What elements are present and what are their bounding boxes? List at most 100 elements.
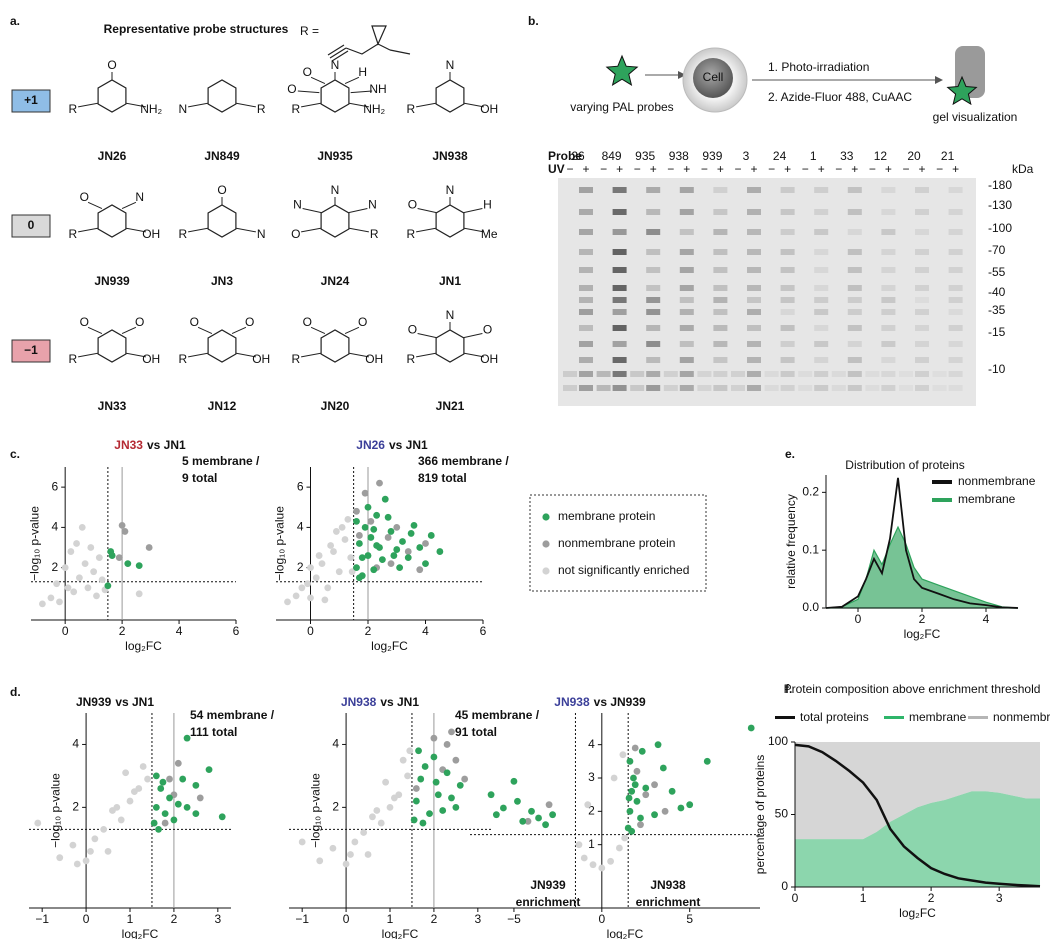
x-tick-label: 0 — [62, 624, 69, 638]
gel-band — [679, 297, 694, 303]
bond — [236, 227, 256, 233]
atom-label: N — [135, 190, 144, 204]
bond — [297, 90, 320, 94]
gel-band — [899, 371, 913, 377]
atom-label: O — [135, 315, 144, 329]
data-point — [318, 560, 326, 568]
data-point — [638, 747, 646, 755]
data-point — [399, 756, 407, 764]
atom-label: O — [287, 82, 296, 96]
compound-name: JN3 — [211, 274, 233, 288]
bond — [301, 102, 321, 108]
gel-band — [579, 309, 593, 315]
y-tick-label: 2 — [51, 560, 58, 574]
data-point — [179, 775, 187, 783]
atom-label: O — [80, 315, 89, 329]
x-tick-label: 2 — [919, 612, 926, 626]
uv-sign: + — [650, 162, 657, 176]
bond — [231, 326, 247, 335]
atom-label: N — [331, 183, 340, 197]
gel-band — [764, 385, 779, 391]
gel-band — [579, 371, 593, 377]
gel-band — [563, 385, 577, 391]
gel-band — [948, 285, 963, 291]
data-point — [126, 797, 134, 805]
kda-marker: -100 — [988, 221, 1012, 235]
charge-box — [11, 214, 51, 238]
data-point — [631, 781, 639, 789]
uv-sign: + — [918, 162, 925, 176]
y-tick-label: 0 — [781, 879, 788, 893]
atom-label: N — [446, 183, 455, 197]
kda-marker: -15 — [988, 325, 1006, 339]
y-axis-label: −log₁₀ p-value — [27, 506, 41, 581]
data-point — [393, 546, 401, 553]
gel — [558, 178, 976, 406]
area — [825, 525, 1019, 609]
data-point — [421, 763, 429, 770]
gel-label: Probe — [548, 149, 582, 163]
y-tick-label: 1 — [588, 837, 595, 851]
bond — [301, 352, 321, 358]
data-point — [157, 785, 165, 792]
data-point — [626, 807, 634, 815]
data-point — [406, 747, 414, 755]
data-point — [69, 841, 77, 849]
gel-band — [865, 385, 880, 391]
data-point — [122, 769, 130, 777]
chart-title: JN26 vs JN1 — [356, 438, 428, 452]
gel-band — [596, 371, 611, 377]
gel-band — [847, 267, 862, 273]
uv-sign: − — [869, 162, 876, 176]
x-tick-label: 2 — [119, 624, 126, 638]
uv-sign: + — [582, 162, 589, 176]
atom-label: N — [331, 58, 340, 72]
gel-band — [814, 209, 829, 215]
legend-swatch — [884, 716, 904, 719]
gel-band — [847, 385, 862, 391]
data-point — [615, 844, 623, 852]
data-point — [81, 560, 89, 568]
gel-band — [881, 267, 896, 273]
data-point — [387, 528, 395, 535]
data-point — [108, 552, 116, 559]
compound-name: JN33 — [98, 399, 127, 413]
uv-sign: − — [566, 162, 573, 176]
gel-band — [847, 209, 862, 215]
data-point — [347, 554, 355, 561]
data-point — [342, 860, 350, 868]
data-point — [377, 819, 385, 827]
data-point — [367, 517, 375, 525]
panel-label: e. — [785, 447, 795, 461]
gel-band — [697, 371, 712, 377]
ring — [320, 329, 350, 363]
atom-label: R — [370, 227, 379, 241]
charge-label: +1 — [24, 93, 38, 107]
annotation: 5 membrane / — [182, 454, 260, 468]
data-point — [637, 821, 644, 829]
panel-label: a. — [10, 14, 20, 28]
gel-band — [579, 249, 593, 255]
data-point — [121, 528, 129, 535]
bond — [188, 102, 208, 108]
gel-band — [747, 209, 761, 215]
data-point — [358, 554, 366, 561]
data-point — [575, 841, 583, 849]
chart-title: JN938 vs JN939 — [554, 695, 646, 709]
compound-name: JN935 — [317, 149, 353, 163]
data-point — [369, 813, 376, 821]
chart-title: JN938 vs JN1 — [341, 695, 419, 709]
gel-band — [679, 209, 694, 215]
atom-label: R — [178, 352, 187, 366]
gel-band — [747, 371, 761, 377]
data-point — [448, 728, 455, 736]
data-point — [145, 544, 153, 551]
data-point — [607, 857, 615, 865]
data-point — [404, 772, 411, 780]
gel-band — [915, 325, 929, 331]
gel-band — [814, 285, 829, 291]
gel-band — [612, 357, 627, 363]
data-point — [430, 734, 438, 742]
gel-band — [881, 249, 896, 255]
gel-band — [646, 249, 661, 255]
